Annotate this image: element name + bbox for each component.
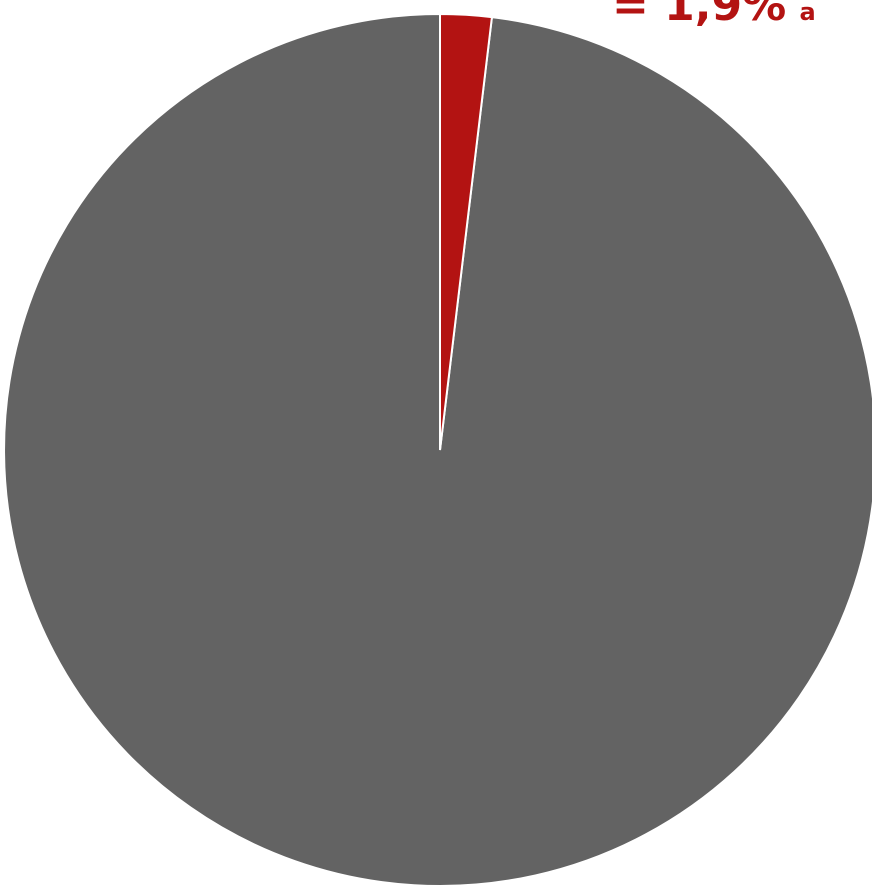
- pie-slice-1: [439, 12, 494, 451]
- annotation-suffix: a: [799, 0, 816, 26]
- annotation-main: = 1,9%: [612, 0, 787, 31]
- pie-slices: [3, 12, 872, 887]
- slice-annotation: = 1,9% a: [612, 0, 816, 28]
- pie-slice-0: [3, 12, 872, 887]
